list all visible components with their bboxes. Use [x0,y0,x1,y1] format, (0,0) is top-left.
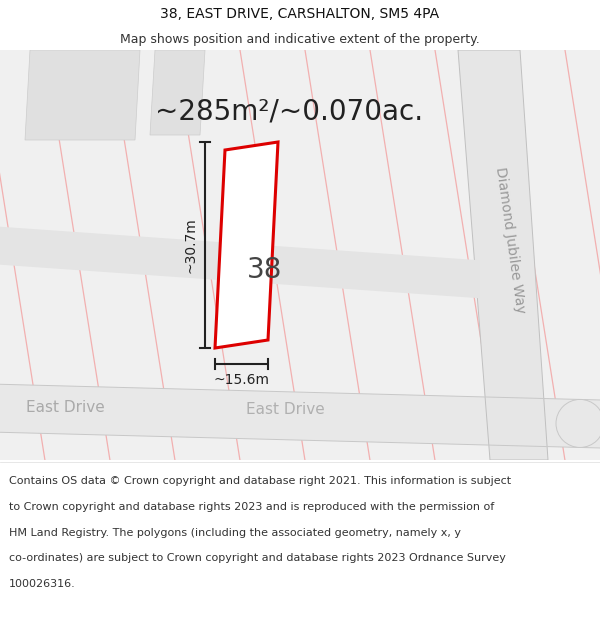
Polygon shape [0,226,480,298]
Text: Diamond Jubilee Way: Diamond Jubilee Way [493,166,527,314]
Circle shape [556,399,600,448]
Text: 38, EAST DRIVE, CARSHALTON, SM5 4PA: 38, EAST DRIVE, CARSHALTON, SM5 4PA [160,7,440,21]
Text: to Crown copyright and database rights 2023 and is reproduced with the permissio: to Crown copyright and database rights 2… [9,502,494,512]
Text: co-ordinates) are subject to Crown copyright and database rights 2023 Ordnance S: co-ordinates) are subject to Crown copyr… [9,553,506,563]
Polygon shape [0,384,600,449]
Text: ~285m²/~0.070ac.: ~285m²/~0.070ac. [155,98,423,126]
Text: Map shows position and indicative extent of the property.: Map shows position and indicative extent… [120,32,480,46]
Polygon shape [458,50,548,460]
Text: East Drive: East Drive [26,401,104,416]
Text: Contains OS data © Crown copyright and database right 2021. This information is : Contains OS data © Crown copyright and d… [9,476,511,486]
Text: ~30.7m: ~30.7m [183,217,197,273]
Polygon shape [150,50,205,135]
Text: HM Land Registry. The polygons (including the associated geometry, namely x, y: HM Land Registry. The polygons (includin… [9,528,461,538]
Text: ~15.6m: ~15.6m [214,373,269,387]
Text: 100026316.: 100026316. [9,579,76,589]
Polygon shape [25,50,140,140]
Text: East Drive: East Drive [245,402,325,418]
Text: 38: 38 [247,256,282,284]
Polygon shape [215,142,278,348]
